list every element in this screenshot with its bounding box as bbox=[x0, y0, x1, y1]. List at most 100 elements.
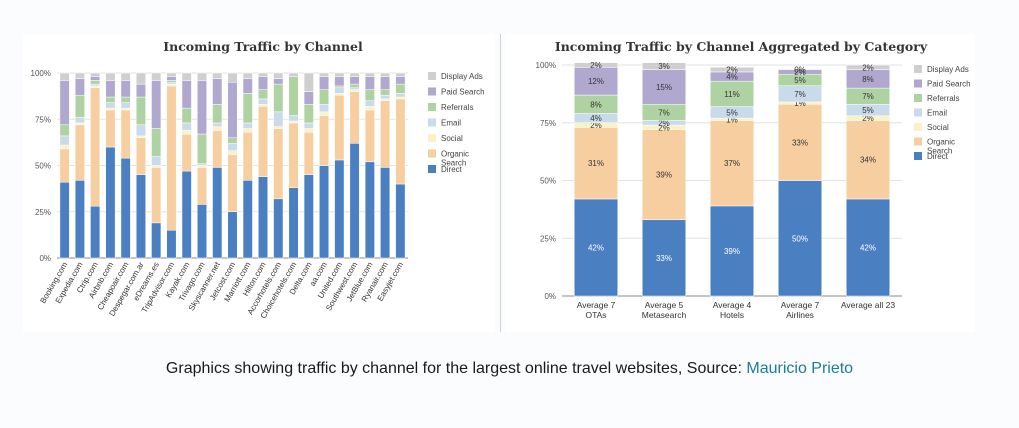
bar-segment-organic-search bbox=[105, 109, 116, 148]
legend-swatch-email bbox=[428, 118, 436, 127]
bar-segment-direct bbox=[196, 204, 207, 259]
x-tick-label: Average all 23 bbox=[841, 300, 895, 310]
bar-segment-referrals bbox=[212, 104, 223, 124]
chart-panel-right: Incoming Traffic by Channel Aggregated b… bbox=[505, 34, 975, 332]
y-tick-label: 50% bbox=[540, 177, 556, 186]
bar-segment-paid-search bbox=[641, 69, 687, 105]
data-label: 39% bbox=[724, 247, 740, 256]
legend-swatch-display-ads bbox=[428, 72, 436, 80]
bar-segment-social bbox=[166, 83, 177, 87]
legend-label-paid-search: Paid Search bbox=[927, 80, 971, 89]
bar-segment-email bbox=[273, 111, 284, 127]
bar-segment-display-ads bbox=[242, 72, 253, 79]
bar-segment-organic-search bbox=[135, 137, 146, 175]
bar-segment-organic-search bbox=[59, 148, 70, 183]
bar-segment-organic-search bbox=[380, 100, 391, 168]
y-tick-label: 50% bbox=[35, 162, 51, 171]
bar-segment-direct bbox=[380, 167, 391, 259]
bar-segment-paid-search bbox=[334, 76, 345, 87]
data-label: 8% bbox=[862, 75, 874, 84]
bar-segment-social bbox=[395, 96, 406, 100]
bar-segment-social bbox=[334, 93, 345, 96]
bar-segment-paid-search bbox=[227, 82, 238, 138]
data-label: 7% bbox=[794, 90, 806, 99]
bar-segment-social bbox=[288, 120, 299, 124]
data-label: 2% bbox=[590, 61, 602, 70]
bar-segment-referrals bbox=[334, 85, 345, 89]
bar-segment-referrals bbox=[196, 133, 207, 164]
bar-segment-organic-search bbox=[74, 124, 85, 181]
legend-label-organic-search: Organic bbox=[441, 150, 469, 159]
data-label: 2% bbox=[590, 121, 602, 130]
legend-label-organic-search: Search bbox=[441, 159, 466, 168]
chart-panel-left: Incoming Traffic by Channel 0% 25% 50% 75% 10… bbox=[23, 34, 495, 332]
bar-segment-social bbox=[74, 122, 85, 126]
x-tick-label: OTAs bbox=[585, 310, 606, 320]
bar-segment-social bbox=[105, 107, 116, 111]
legend-label-social: Social bbox=[927, 123, 949, 132]
bar-segment-email bbox=[181, 122, 192, 131]
bar-segment-direct bbox=[227, 211, 238, 259]
data-label: 1% bbox=[726, 115, 738, 124]
legend-label-organic-search: Search bbox=[927, 147, 952, 156]
bar-segment-organic-search bbox=[288, 122, 299, 188]
bar-segment-referrals bbox=[74, 94, 85, 118]
legend-swatch-display-ads bbox=[914, 65, 922, 73]
bar-segment-organic-search bbox=[641, 129, 687, 221]
data-label: 37% bbox=[724, 159, 740, 168]
bar-segment-referrals bbox=[273, 83, 284, 113]
bar-segment-organic-search bbox=[242, 131, 253, 181]
y-tick-label: 25% bbox=[35, 208, 51, 217]
bar-segment-social bbox=[90, 85, 101, 89]
bar-segment-referrals bbox=[303, 104, 314, 124]
bar-segment-paid-search bbox=[395, 76, 406, 85]
bar-segment-paid-search bbox=[573, 67, 619, 96]
bar-segment-organic-search bbox=[227, 154, 238, 212]
bar-segment-display-ads bbox=[349, 72, 360, 77]
bar-segment-paid-search bbox=[303, 91, 314, 105]
y-tick-label: 75% bbox=[35, 115, 51, 124]
bar-segment-organic-search bbox=[90, 87, 101, 207]
bar-segment-email bbox=[59, 135, 70, 146]
data-label: 11% bbox=[724, 90, 739, 99]
bar-segment-direct bbox=[709, 205, 755, 297]
bar-segment-display-ads bbox=[273, 72, 284, 79]
bar-segment-display-ads bbox=[90, 72, 101, 77]
bar-segment-paid-search bbox=[364, 76, 375, 90]
bar-segment-direct bbox=[573, 198, 619, 297]
bar-segment-referrals bbox=[90, 80, 101, 85]
bar-segment-direct bbox=[59, 181, 70, 259]
legend-label-display-ads: Display Ads bbox=[927, 65, 969, 74]
bar-segment-direct bbox=[777, 180, 823, 297]
data-label: 1% bbox=[794, 99, 806, 108]
data-label: 5% bbox=[794, 76, 806, 85]
y-tick-label: 75% bbox=[540, 119, 556, 128]
bar-segment-organic-search bbox=[334, 94, 345, 161]
bar-segment-referrals bbox=[258, 89, 269, 100]
x-tick-label: Average 5 bbox=[645, 300, 684, 310]
bar-segment-referrals bbox=[709, 80, 755, 107]
legend-label-direct: Direct bbox=[927, 152, 949, 161]
bar-segment-paid-search bbox=[212, 78, 223, 105]
bar-segment-direct bbox=[258, 176, 269, 259]
bar-segment-display-ads bbox=[303, 72, 314, 92]
bar-segment-paid-search bbox=[135, 83, 146, 98]
x-tick-label: Average 4 bbox=[713, 300, 752, 310]
legend-swatch-direct bbox=[428, 165, 436, 173]
bar-segment-referrals bbox=[135, 96, 146, 126]
bar-segment-paid-search bbox=[196, 80, 207, 135]
bar-segment-email bbox=[227, 143, 238, 151]
x-tick-label: Metasearch bbox=[642, 310, 687, 320]
bar-segment-referrals bbox=[151, 128, 162, 157]
chart-title: Incoming Traffic by Channel Aggregated b… bbox=[555, 39, 928, 54]
data-label: 8% bbox=[590, 100, 602, 109]
data-label: 12% bbox=[588, 77, 604, 86]
bar-segment-referrals bbox=[242, 93, 253, 124]
bar-segment-direct bbox=[90, 205, 101, 259]
bar-segment-direct bbox=[334, 159, 345, 259]
bar-segment-email bbox=[212, 122, 223, 127]
data-label: 4% bbox=[590, 114, 602, 123]
bar-segment-direct bbox=[273, 198, 284, 259]
source-link[interactable]: Mauricio Prieto bbox=[746, 360, 854, 377]
bar-segment-social bbox=[196, 165, 207, 168]
